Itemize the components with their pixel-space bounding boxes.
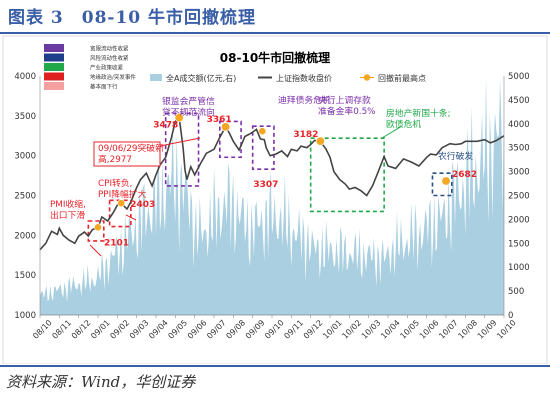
source-note: 资料来源：Wind，华创证券 xyxy=(6,373,196,391)
turnover-area xyxy=(40,76,504,315)
peak-label: 3182 xyxy=(293,130,318,140)
y-right-tick-label: 3000 xyxy=(508,168,530,178)
box-realestate xyxy=(309,137,385,213)
chart-title: 08-10牛市回撤梳理 xyxy=(220,50,330,65)
peak-marker xyxy=(315,136,325,146)
source-rule xyxy=(0,365,550,367)
box-credit xyxy=(164,112,200,187)
annotation-text: 迪拜债务危机 xyxy=(278,94,331,106)
annotation-box xyxy=(93,141,161,167)
legend-swatch-marker xyxy=(363,74,371,81)
box-dubai xyxy=(219,120,242,159)
category-legend-label: 宽限流动性收紧 xyxy=(90,45,129,53)
y-left-tick-label: 2000 xyxy=(14,231,36,241)
figure-title: 图表 3 08-10 牛市回撤梳理 xyxy=(8,8,257,28)
y-left-tick-label: 1500 xyxy=(14,271,36,281)
legend-label: 全A成交额(亿元,右) xyxy=(166,73,236,83)
y-right-tick-label: 1000 xyxy=(508,263,530,273)
box-rrr xyxy=(251,125,275,171)
category-legend-swatch xyxy=(44,53,64,62)
index-line xyxy=(39,115,505,251)
annotation-text: CPI转负, PPI降幅扩大 xyxy=(98,177,147,200)
peak-label: 3361 xyxy=(207,115,232,125)
trough-marker xyxy=(258,127,267,136)
title-rule xyxy=(0,32,550,34)
y-left-tick-label: 2500 xyxy=(14,192,36,202)
y-right-tick-label: 1500 xyxy=(508,239,530,249)
category-legend-label: 产业政策收紧 xyxy=(90,64,124,72)
category-legend-swatch xyxy=(44,44,64,52)
y-right-tick-label: 4000 xyxy=(508,120,530,130)
category-legend-swatch xyxy=(44,72,64,81)
annotation-text: PMI收缩,出口下滑 xyxy=(50,198,86,221)
y-left-tick-label: 3500 xyxy=(14,112,36,122)
category-legend-swatch xyxy=(44,63,64,71)
annotation-text: 09/06/29突破新高,2977 xyxy=(98,142,164,165)
y-right-tick-label: 2500 xyxy=(508,192,530,202)
legend-label: 回撤前最高点 xyxy=(378,73,426,83)
trough-marker xyxy=(94,223,102,232)
y-right-tick-label: 0 xyxy=(508,311,513,321)
y-right-tick-label: 5000 xyxy=(508,72,530,82)
annotation-text: 银监会严管信贷不规范流向 xyxy=(162,95,215,118)
annotation-arrow xyxy=(89,244,102,257)
y-left-tick-label: 4000 xyxy=(14,72,36,82)
annotation-text: 房地产新国十条;欧债危机 xyxy=(386,107,451,130)
trough-label: 2403 xyxy=(130,200,155,210)
legend-swatch-area xyxy=(150,74,162,81)
y-right-tick-label: 500 xyxy=(508,287,524,297)
annotation-text: 央行上调存款准备金率0.5% xyxy=(318,94,376,117)
category-legend-label: 基本面下行 xyxy=(90,83,118,91)
peak-marker xyxy=(441,176,451,186)
category-legend-label: 地缘政治/突发事件 xyxy=(90,73,136,81)
category-legend-swatch xyxy=(44,82,64,90)
trough-label: 2101 xyxy=(104,238,129,248)
box-abc xyxy=(431,172,453,197)
peak-label: 2682 xyxy=(452,170,477,180)
y-left-tick-label: 3000 xyxy=(14,152,36,162)
peak-marker xyxy=(221,122,231,132)
box-pmi xyxy=(87,220,105,242)
chart: 1000 1500 2000 2500 3000 3500 4000 0 500 1000 1500… xyxy=(2,35,548,364)
legend-label: 上证指数收盘价 xyxy=(276,73,332,83)
y-right-tick-label: 3500 xyxy=(508,144,530,154)
peak-marker xyxy=(174,113,184,123)
category-legend-label: 风险流动性收紧 xyxy=(90,54,129,62)
annotation-text: 农行破发 xyxy=(438,150,473,162)
peak-label: 3478 xyxy=(153,121,178,131)
trough-marker xyxy=(117,199,126,208)
y-right-tick-label: 2000 xyxy=(508,215,530,225)
trough-label: 3307 xyxy=(253,180,278,190)
y-right-tick-label: 4500 xyxy=(508,96,530,106)
annotation-arrow xyxy=(381,125,403,139)
y-left-tick-label: 1000 xyxy=(14,311,36,321)
annotation-arrow xyxy=(159,137,201,147)
annotation-arrow xyxy=(125,214,137,221)
